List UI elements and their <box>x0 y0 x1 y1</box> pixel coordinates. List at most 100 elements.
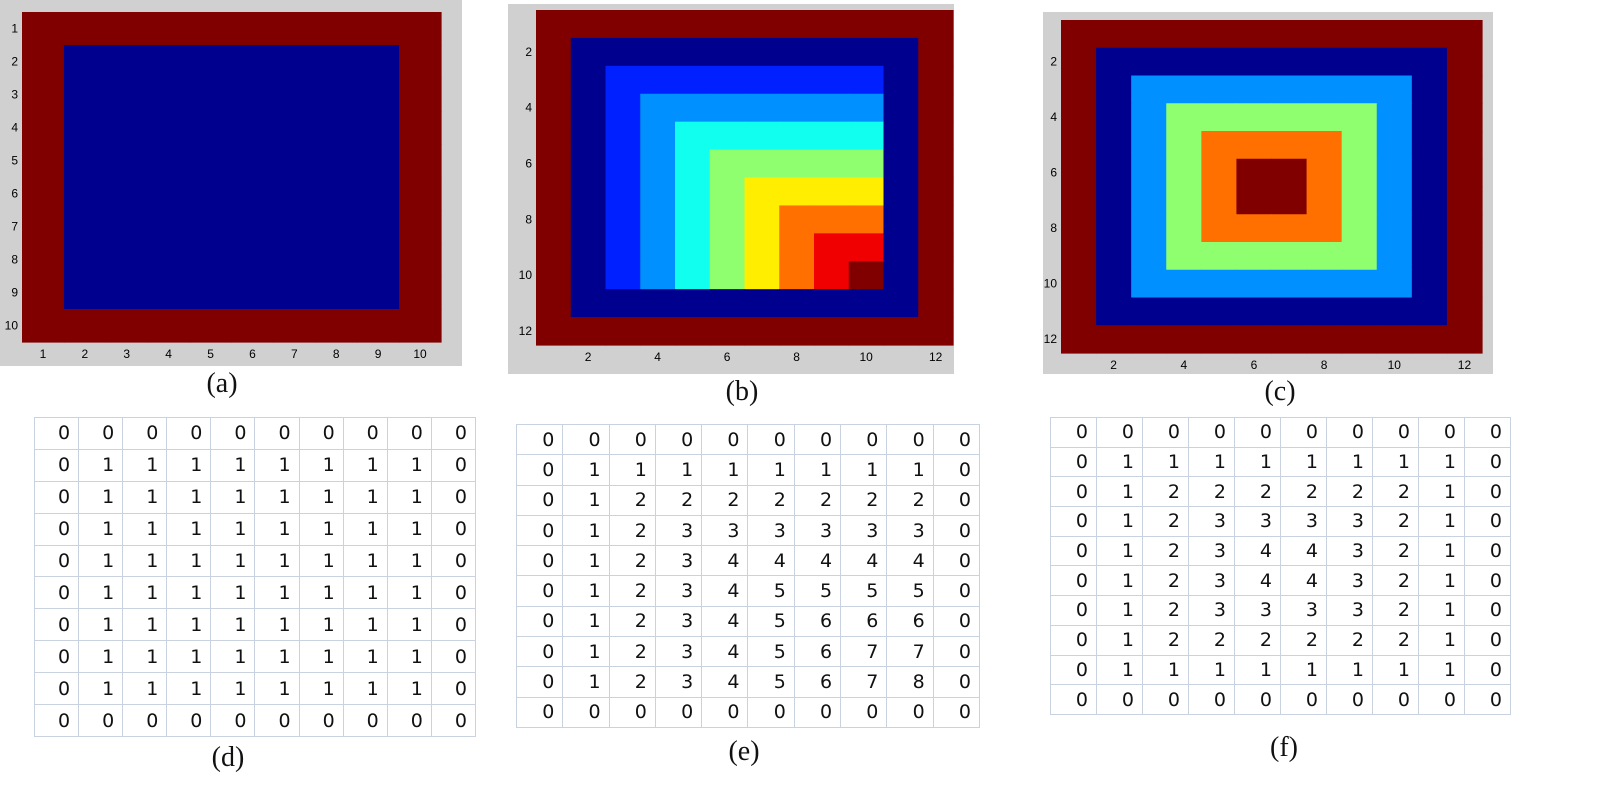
heatmap-panel-b: 2 4 6 8 10 12 2 4 6 8 10 12 <box>508 4 954 374</box>
heatmap-cell <box>63 210 107 244</box>
heatmap-cell <box>147 12 191 46</box>
x-tick-label: 10 <box>1388 358 1402 372</box>
heatmap-cell <box>918 93 954 123</box>
table-cell: 3 <box>1326 506 1373 537</box>
table-cell: 0 <box>1096 417 1143 448</box>
heatmap-cell <box>675 149 711 179</box>
heatmap-cell <box>848 289 885 318</box>
heatmap-cell <box>1376 186 1413 215</box>
heatmap-cell <box>1376 158 1413 188</box>
heatmap-cell <box>1131 75 1167 104</box>
table-cell: 1 <box>78 448 124 482</box>
heatmap-cell <box>1166 47 1202 77</box>
heatmap-cell <box>1271 20 1308 49</box>
table-cell: 0 <box>793 423 842 456</box>
heatmap-cell <box>1446 20 1483 49</box>
table-cell: 1 <box>78 576 124 610</box>
table-cell: 0 <box>1464 565 1511 597</box>
table-cell: 1 <box>298 544 344 578</box>
heatmap-cell <box>399 144 442 178</box>
heatmap-cell <box>675 261 711 290</box>
heatmap-cell <box>357 45 400 79</box>
heatmap-cell <box>1236 103 1273 132</box>
heatmap-cell <box>315 243 358 277</box>
table-cell: 0 <box>932 545 981 577</box>
heatmap-cell <box>1131 297 1167 326</box>
table-cell: 1 <box>210 544 256 578</box>
heatmap-cell <box>1306 103 1343 132</box>
heatmap-cell <box>1306 20 1343 49</box>
heatmap-cell <box>918 37 954 67</box>
table-cell: 1 <box>210 480 256 514</box>
heatmap-cell <box>1131 242 1167 271</box>
table-cell: 0 <box>1050 535 1097 567</box>
heatmap-cell <box>709 289 746 318</box>
heatmap-cell <box>22 309 65 343</box>
heatmap-cell <box>1131 325 1167 354</box>
table-cell: 2 <box>1326 476 1373 508</box>
heatmap-cell <box>1271 47 1308 77</box>
table-cell: 3 <box>1234 506 1281 537</box>
heatmap-cell <box>536 65 572 95</box>
table-cell: 8 <box>886 666 934 698</box>
table-cell: 0 <box>430 417 477 450</box>
heatmap-cell <box>1166 297 1202 326</box>
heatmap-cell <box>105 276 149 310</box>
heatmap-cell <box>1096 47 1132 77</box>
heatmap-cell <box>848 233 885 262</box>
y-tick-label: 10 <box>1044 277 1058 291</box>
heatmap-cell <box>63 177 107 211</box>
heatmap-cell <box>1271 325 1308 354</box>
heatmap-cell <box>675 317 711 346</box>
table-cell: 1 <box>166 512 212 546</box>
heatmap-cell <box>1236 186 1273 215</box>
heatmap-cell <box>570 65 607 95</box>
table-cell: 0 <box>701 696 749 729</box>
table-cell: 0 <box>932 636 981 668</box>
table-cell: 0 <box>932 514 981 547</box>
table-cell: 6 <box>793 605 842 638</box>
x-tick-label: 4 <box>654 350 661 364</box>
heatmap-cell <box>605 149 641 179</box>
heatmap-cell <box>1411 75 1448 104</box>
heatmap-cell <box>231 78 274 112</box>
table-cell: 1 <box>1280 654 1327 686</box>
table-cell: 2 <box>1234 476 1281 508</box>
table-cell: 0 <box>33 448 80 482</box>
heatmap-cell <box>1411 269 1448 299</box>
heatmap-cell <box>357 243 400 277</box>
table-cell: 3 <box>654 636 703 668</box>
heatmap-cell <box>189 111 233 145</box>
table-cell: 1 <box>298 672 344 706</box>
table-cell: 1 <box>1326 654 1373 686</box>
table-cell: 0 <box>1464 535 1511 567</box>
table-cell: 0 <box>33 576 80 610</box>
table-cell: 0 <box>1464 684 1511 715</box>
table-cell: 5 <box>886 575 934 607</box>
heatmap-cell <box>357 12 400 46</box>
table-cell: 0 <box>122 704 168 737</box>
heatmap-cell <box>273 243 316 277</box>
heatmap-cell <box>231 177 274 211</box>
table-cell: 0 <box>1464 654 1511 686</box>
heatmap-cell <box>883 149 919 179</box>
table-cell: 1 <box>1188 654 1235 686</box>
table-cell: 1 <box>1372 654 1419 686</box>
heatmap-cell <box>918 121 954 151</box>
table-cell: 1 <box>1418 446 1465 478</box>
table-cell: 3 <box>1326 595 1373 626</box>
heatmap-cell <box>1411 47 1448 77</box>
heatmap-cell <box>814 289 850 318</box>
table-cell: 1 <box>298 480 344 514</box>
heatmap-cell <box>1096 131 1132 160</box>
table-cell: 4 <box>1280 535 1327 567</box>
heatmap-cell <box>273 12 316 46</box>
table-cell: 0 <box>701 423 749 456</box>
heatmap-cell <box>570 177 607 207</box>
table-cell: 1 <box>562 666 610 698</box>
table-cell: 1 <box>1418 565 1465 597</box>
heatmap-panel-c: 2 4 6 8 10 12 2 4 6 8 10 12 <box>1043 12 1493 374</box>
